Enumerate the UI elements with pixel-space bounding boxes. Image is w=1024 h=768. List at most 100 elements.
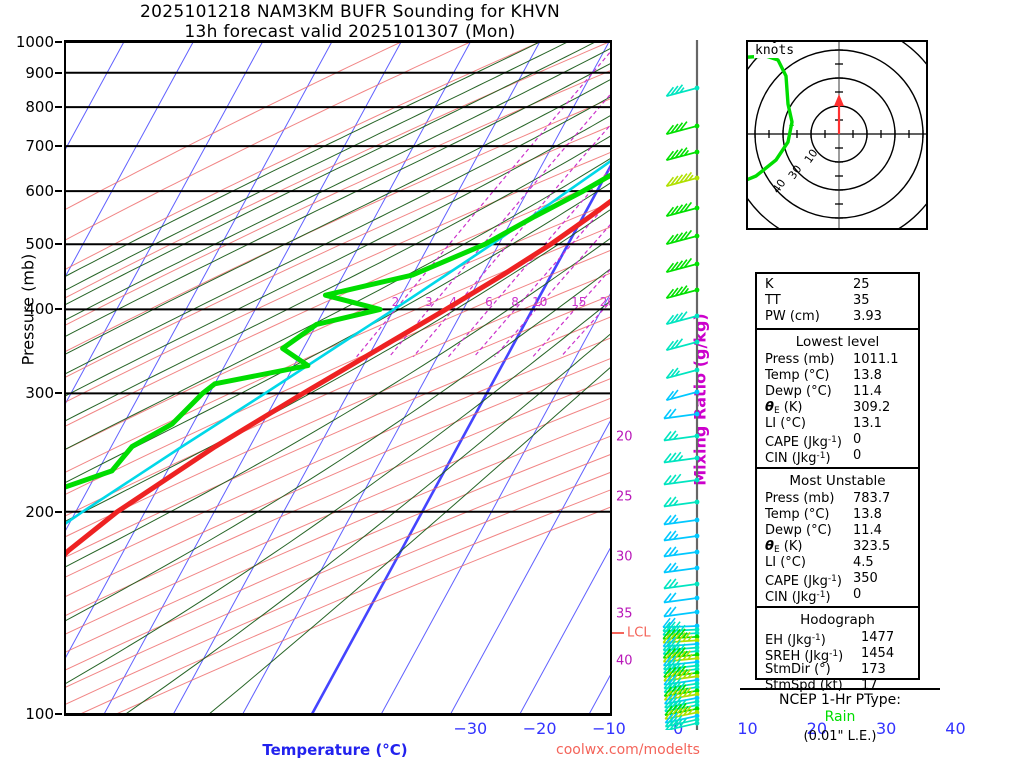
svg-text:40: 40 [770, 177, 789, 196]
stats-key: Press (mb) [765, 491, 835, 506]
temperature-tick-label: −30 [453, 719, 488, 738]
temperature-tick-label: 40 [945, 719, 966, 738]
stats-row: CAPE (Jkg-1) 350 [757, 571, 918, 589]
stats-value: 13.8 [853, 507, 882, 522]
stats-row: LI (°C) 4.5 [757, 555, 918, 571]
stats-key: SREH (Jkg-1) [765, 649, 844, 664]
temperature-axis-title: Temperature (°C) [262, 741, 408, 759]
stats-lowest-level-section: Lowest level Press (mb) 1011.1 Temp (°C) 13… [757, 328, 918, 467]
mixing-ratio-axis: 20 25 30 35 40 [612, 40, 664, 730]
stats-key: CAPE (Jkg-1) [765, 435, 842, 450]
stats-value: 3.93 [853, 309, 882, 324]
mixing-ratio-tick-label: 25 [616, 489, 633, 505]
svg-text:2: 2 [392, 295, 400, 309]
pressure-tick-label: 500 [25, 235, 54, 254]
stats-row: EH (Jkg-1) 1477 [757, 630, 918, 648]
stats-value: 783.7 [853, 491, 891, 506]
hodograph-stats-header: Hodograph [800, 612, 875, 628]
mixing-ratio-tick-label: 30 [616, 549, 633, 565]
stats-row: StmDir (°) 173 [757, 662, 918, 678]
svg-text:6: 6 [485, 295, 493, 309]
pressure-tick-label: 1000 [15, 33, 54, 51]
svg-text:8: 8 [511, 295, 519, 309]
stats-key: θE (K) [765, 400, 803, 416]
title-line-2: 13h forecast valid 2025101307 (Mon) [184, 22, 516, 42]
temperature-tick-label: 10 [737, 719, 758, 738]
temperature-tick-label: −10 [592, 719, 626, 738]
stats-value: 1477 [861, 630, 895, 645]
stats-indices-section: K 25 TT 35 PW (cm) 3.93 [757, 274, 918, 328]
stats-key: LI (°C) [765, 416, 806, 431]
pressure-tick [55, 106, 62, 109]
stats-value: 173 [861, 662, 886, 677]
stats-key: Dewp (°C) [765, 384, 832, 399]
chart-title: 2025101218 NAM3KM BUFR Sounding for KHVN… [0, 2, 700, 42]
stats-row: CIN (Jkg-1) 0 [757, 587, 918, 605]
temperature-tick-label: 30 [875, 719, 897, 738]
hodograph-plot: 10 30 40 [726, 21, 952, 247]
svg-text:10: 10 [802, 147, 821, 166]
svg-text:30: 30 [786, 163, 805, 182]
stats-key: CIN (Jkg-1) [765, 590, 831, 605]
stats-row: PW (cm) 3.93 [757, 309, 918, 325]
sounding-stats-table: K 25 TT 35 PW (cm) 3.93 Lowest level Press (m… [755, 272, 920, 693]
temperature-tick-label: 0 [673, 719, 684, 738]
pressure-tick [55, 713, 62, 715]
svg-text:10: 10 [532, 295, 547, 309]
stats-key: EH (Jkg-1) [765, 633, 826, 648]
svg-text:15: 15 [571, 295, 586, 309]
stats-key: Temp (°C) [765, 368, 830, 383]
ptype-block: NCEP 1-Hr PType: Rain (0.01" L.E.) [740, 688, 940, 746]
stats-value: 13.8 [853, 368, 882, 383]
stats-key: LI (°C) [765, 555, 806, 570]
stats-row: TT 35 [757, 293, 918, 309]
temperature-tick-label: −20 [522, 719, 557, 738]
stats-row: Press (mb) 783.7 [757, 491, 918, 507]
pressure-tick [55, 510, 62, 513]
wind-barb-column [640, 40, 750, 732]
stats-value: 0 [853, 587, 862, 602]
temperature-axis: −30 −20 −10 0 10 20 30 40 [64, 719, 965, 743]
stats-row: SREH (Jkg-1) 1454 [757, 646, 918, 664]
stats-value: 0 [853, 432, 862, 447]
stats-row: Temp (°C) 13.8 [757, 507, 918, 523]
pressure-tick-label: 300 [25, 384, 54, 403]
stats-row: θE (K) 309.2 [757, 400, 918, 416]
pressure-tick-label: 700 [25, 137, 54, 156]
hodograph-units-label: knots [754, 43, 796, 58]
stats-value: 11.4 [853, 384, 882, 399]
pressure-tick [55, 308, 62, 311]
pressure-tick [55, 243, 62, 246]
pressure-tick-label: 800 [25, 98, 54, 117]
pressure-tick-label: 900 [25, 63, 54, 82]
stats-value: 1011.1 [853, 352, 899, 367]
temperature-tick-label: 20 [806, 719, 828, 738]
stats-key: PW (cm) [765, 309, 820, 324]
stats-row: CIN (Jkg-1) 0 [757, 448, 918, 466]
pressure-axis-title: Pressure (mb) [18, 253, 38, 366]
stats-row: θE (K) 323.5 [757, 539, 918, 555]
stats-value: 0 [853, 448, 862, 463]
stats-key: Dewp (°C) [765, 523, 832, 538]
lcl-marker-tick [612, 632, 624, 634]
stats-value: 4.5 [853, 555, 874, 570]
stats-row: CAPE (Jkg-1) 0 [757, 432, 918, 450]
pressure-tick [55, 41, 62, 43]
stats-key: StmDir (°) [765, 662, 831, 677]
lcl-label: LCL [627, 625, 651, 641]
ptype-value: Rain [824, 709, 856, 725]
svg-text:20: 20 [600, 295, 610, 309]
mixing-ratio-tick-label: 40 [616, 653, 633, 669]
title-line-1: 2025101218 NAM3KM BUFR Sounding for KHVN [140, 2, 560, 22]
pressure-tick-label: 600 [25, 182, 54, 201]
pressure-tick-label: 400 [25, 300, 54, 319]
mixing-ratio-tick-label: 35 [616, 606, 633, 622]
pressure-tick [55, 190, 62, 193]
stats-row: K 25 [757, 277, 918, 293]
svg-text:3: 3 [425, 295, 433, 309]
stats-key: θE (K) [765, 539, 803, 555]
pressure-tick [55, 392, 62, 395]
pressure-tick [55, 71, 62, 74]
stats-value: 35 [853, 293, 870, 308]
stats-key: CAPE (Jkg-1) [765, 574, 842, 589]
